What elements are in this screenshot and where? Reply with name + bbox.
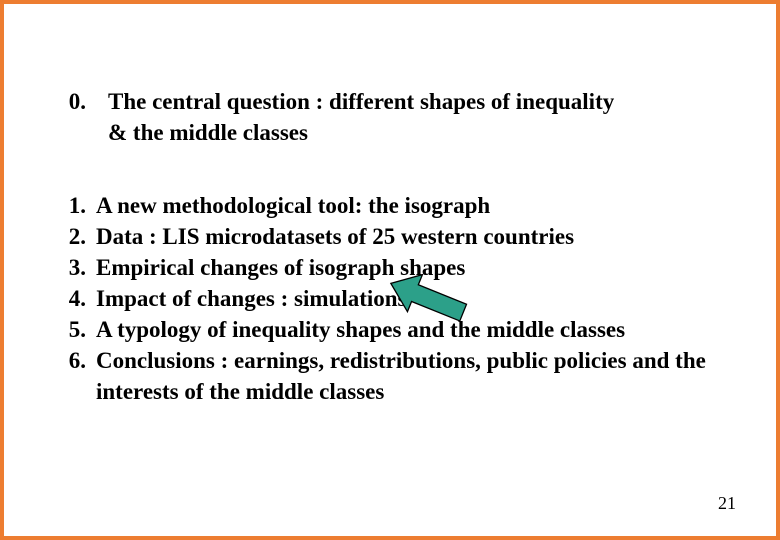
heading-text: The central question : different shapes …: [96, 86, 626, 148]
list-number: 4.: [54, 283, 96, 314]
list-text: Impact of changes : simulations: [96, 283, 726, 314]
heading-block: 0. The central question : different shap…: [54, 86, 726, 148]
list-text: A typology of inequality shapes and the …: [96, 314, 726, 345]
page-number: 21: [718, 493, 736, 514]
list-item: 1. A new methodological tool: the isogra…: [54, 190, 726, 221]
list-number: 6.: [54, 345, 96, 376]
list-text: Data : LIS microdatasets of 25 western c…: [96, 221, 726, 252]
slide-content: 0. The central question : different shap…: [54, 86, 726, 407]
list-item: 2. Data : LIS microdatasets of 25 wester…: [54, 221, 726, 252]
list-number: 2.: [54, 221, 96, 252]
list-number: 5.: [54, 314, 96, 345]
list-item: 4. Impact of changes : simulations: [54, 283, 726, 314]
list-number: 3.: [54, 252, 96, 283]
list-text: Conclusions : earnings, redistributions,…: [96, 345, 726, 407]
heading-row: 0. The central question : different shap…: [54, 86, 726, 148]
list-item: 3. Empirical changes of isograph shapes: [54, 252, 726, 283]
slide-frame: 0. The central question : different shap…: [0, 0, 780, 540]
list-block: 1. A new methodological tool: the isogra…: [54, 190, 726, 407]
list-number: 1.: [54, 190, 96, 221]
list-item: 5. A typology of inequality shapes and t…: [54, 314, 726, 345]
list-text: A new methodological tool: the isograph: [96, 190, 726, 221]
list-text: Empirical changes of isograph shapes: [96, 252, 726, 283]
list-item: 6. Conclusions : earnings, redistributio…: [54, 345, 726, 407]
heading-number: 0.: [54, 86, 96, 117]
